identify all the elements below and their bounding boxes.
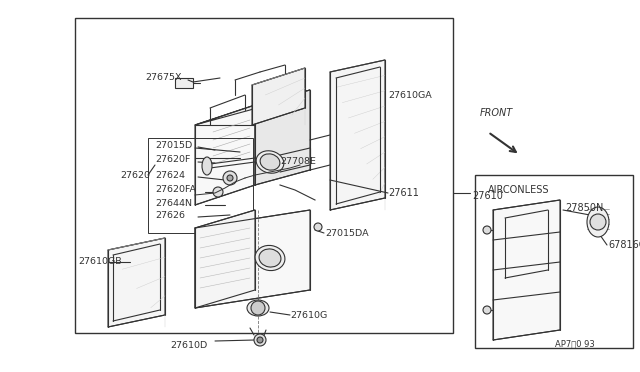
Ellipse shape [247,300,269,316]
Circle shape [254,334,266,346]
Text: 27675X: 27675X [145,74,182,83]
Text: 27015D: 27015D [155,141,192,150]
Text: 27620: 27620 [120,170,150,180]
Text: FRONT: FRONT [480,108,513,118]
Circle shape [251,301,265,315]
Text: 27610GA: 27610GA [388,90,432,99]
Text: 27644N: 27644N [155,199,192,208]
Polygon shape [330,60,385,210]
Bar [75,18,453,333]
Polygon shape [195,210,310,308]
Ellipse shape [259,249,281,267]
Bar [148,138,253,233]
Text: 27624: 27624 [155,170,185,180]
Bar [475,175,633,348]
Circle shape [483,306,491,314]
Polygon shape [195,105,255,205]
Text: 27610: 27610 [472,191,503,201]
Polygon shape [108,238,165,327]
Bar [175,78,193,88]
Text: 27610D: 27610D [170,340,207,350]
Polygon shape [195,210,255,308]
Text: AP7⁧0 93: AP7⁧0 93 [556,339,595,348]
Polygon shape [493,200,560,340]
Circle shape [227,175,233,181]
Circle shape [257,337,263,343]
Text: 27620FA: 27620FA [155,186,196,195]
Polygon shape [252,68,305,125]
Text: AIRCONLESS: AIRCONLESS [488,185,550,195]
Circle shape [590,214,606,230]
Ellipse shape [256,151,284,173]
Text: 67816Q: 67816Q [608,240,640,250]
Ellipse shape [587,207,609,237]
Ellipse shape [202,157,212,175]
Text: 27611: 27611 [388,188,419,198]
Text: 27708E: 27708E [280,157,316,167]
Text: 27610G: 27610G [290,311,327,320]
Ellipse shape [255,246,285,270]
Circle shape [213,187,223,197]
Ellipse shape [260,154,280,170]
Text: 27610GB: 27610GB [78,257,122,266]
Circle shape [483,226,491,234]
Polygon shape [255,90,310,185]
Polygon shape [195,90,310,125]
Text: 27015DA: 27015DA [325,228,369,237]
Text: 27850N: 27850N [565,203,604,213]
Circle shape [314,223,322,231]
Circle shape [223,171,237,185]
Text: 27620F: 27620F [155,155,190,164]
Text: 27626: 27626 [155,211,185,219]
